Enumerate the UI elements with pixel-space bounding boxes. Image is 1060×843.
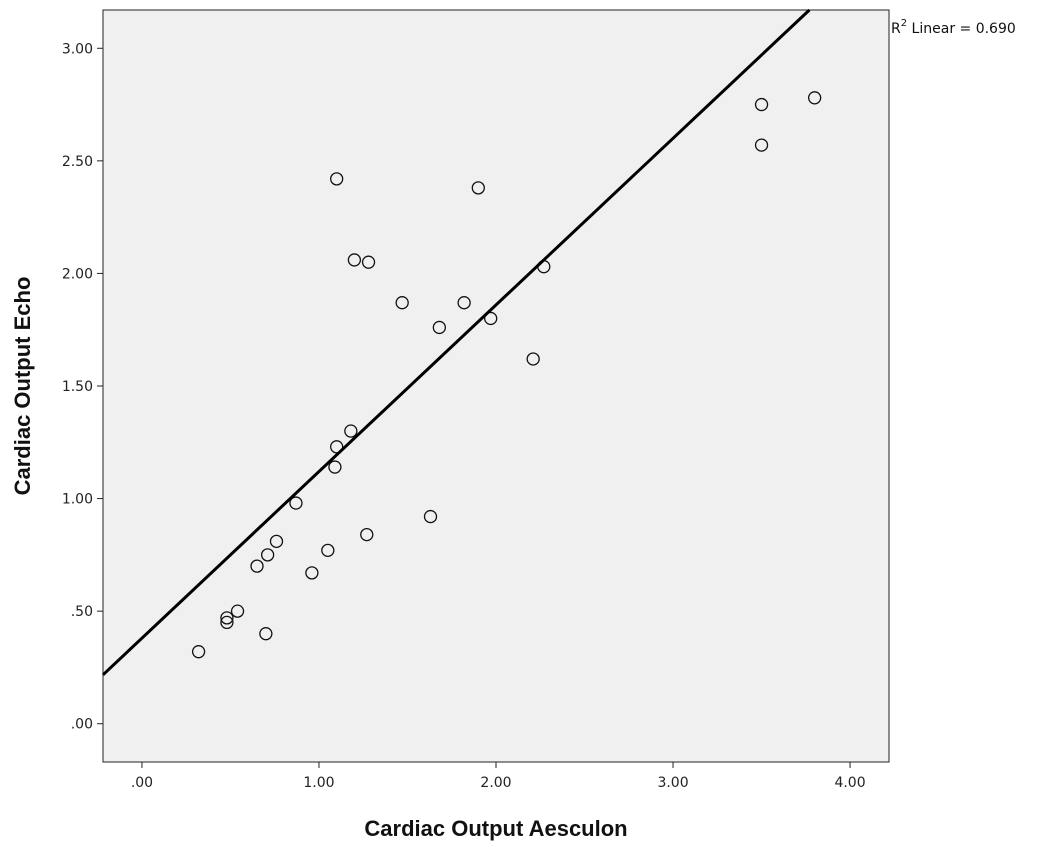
x-tick-label: .00 bbox=[131, 775, 153, 791]
x-tick-label: 2.00 bbox=[480, 775, 511, 791]
r2-annotation: R2 Linear = 0.690 bbox=[891, 18, 1016, 37]
y-tick-label: 3.00 bbox=[62, 41, 93, 57]
y-tick-label: .00 bbox=[71, 717, 93, 733]
y-axis-title: Cardiac Output Echo bbox=[10, 277, 35, 496]
y-tick-label: 2.00 bbox=[62, 266, 93, 282]
r2-prefix: R bbox=[891, 21, 901, 37]
x-axis: .00 1.00 2.00 3.00 4.00 bbox=[131, 762, 866, 791]
r2-value: Linear = 0.690 bbox=[907, 21, 1016, 37]
plot-area bbox=[103, 10, 889, 762]
y-tick-label: .50 bbox=[71, 604, 93, 620]
y-tick-label: 1.50 bbox=[62, 379, 93, 395]
y-tick-label: 1.00 bbox=[62, 492, 93, 508]
y-tick-label: 2.50 bbox=[62, 154, 93, 170]
x-tick-label: 1.00 bbox=[303, 775, 334, 791]
x-tick-label: 3.00 bbox=[657, 775, 688, 791]
y-axis: .00 .50 1.00 1.50 2.00 2.50 3.00 bbox=[62, 41, 103, 732]
x-tick-label: 4.00 bbox=[834, 775, 865, 791]
x-axis-title: Cardiac Output Aesculon bbox=[364, 816, 627, 841]
